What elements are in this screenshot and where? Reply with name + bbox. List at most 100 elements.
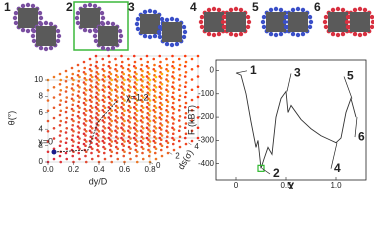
- cloud-point: [123, 150, 126, 154]
- cloud-point: [147, 66, 150, 70]
- cloud-point: [121, 138, 125, 142]
- cloud-point: [128, 141, 132, 145]
- ligand: [323, 14, 329, 20]
- ligand: [216, 7, 222, 13]
- cloud-point: [110, 88, 114, 92]
- cloud-point: [139, 67, 143, 71]
- cloud-point: [154, 126, 158, 130]
- cloud-point: [82, 132, 86, 136]
- cloud-point: [147, 107, 150, 111]
- cloud-point: [88, 98, 92, 102]
- ligand: [220, 19, 226, 25]
- cloud-point: [158, 105, 162, 109]
- cloud-point: [84, 123, 87, 127]
- cloud-point: [148, 129, 152, 133]
- cloud-point: [71, 134, 75, 137]
- cloud-point: [59, 109, 63, 113]
- cloud-point: [190, 78, 194, 81]
- cloud-point: [129, 157, 132, 161]
- cloud-point: [153, 151, 157, 155]
- ligand: [174, 17, 180, 23]
- cloud-point: [59, 99, 63, 102]
- cloud-point: [116, 116, 120, 120]
- cloud-point: [71, 113, 75, 117]
- cloud-point: [159, 76, 163, 80]
- cloud-point: [120, 105, 123, 109]
- ligand: [290, 7, 296, 13]
- ligand: [206, 31, 212, 37]
- cloud-point: [178, 84, 182, 87]
- ligand: [20, 3, 26, 9]
- ligand: [13, 10, 19, 16]
- cloud-point: [102, 125, 105, 128]
- cloud-point: [96, 123, 100, 127]
- cloud-point: [71, 144, 75, 148]
- cloud-point: [190, 67, 194, 71]
- z-tick-label: 4: [194, 142, 199, 151]
- cloud-point: [159, 60, 162, 64]
- cloud-point: [165, 73, 169, 77]
- cloud-point: [52, 157, 56, 161]
- minimum-marker: [257, 164, 265, 172]
- cloud-point: [172, 128, 176, 131]
- cloud-point: [120, 111, 124, 115]
- cloud-point: [58, 72, 62, 76]
- cloud-point: [127, 94, 131, 98]
- ligand: [340, 31, 346, 37]
- cloud-point: [94, 105, 98, 109]
- cloud-point: [178, 135, 182, 139]
- cloud-point: [115, 69, 119, 73]
- cloud-point: [152, 119, 156, 122]
- ligand: [117, 28, 123, 34]
- annotation: χ=1.2: [126, 92, 149, 102]
- cloud-point: [196, 116, 200, 119]
- ligand: [273, 32, 279, 38]
- ligand: [283, 24, 289, 30]
- cloud-point: [141, 147, 145, 151]
- cloud-point: [129, 137, 132, 140]
- cloud-point: [183, 136, 187, 140]
- cloud-point: [147, 144, 151, 148]
- cloud-point: [90, 75, 94, 79]
- start-point: [51, 149, 57, 155]
- ligand: [164, 17, 170, 23]
- cloud-point: [95, 101, 99, 105]
- cloud-point: [94, 136, 98, 140]
- cloud-point: [95, 111, 99, 115]
- cloud-point: [94, 64, 98, 68]
- cloud-point: [59, 119, 63, 123]
- cloud-point: [84, 72, 87, 76]
- cloud-point: [153, 73, 156, 77]
- cloud-point: [165, 88, 168, 92]
- cloud-point: [160, 134, 164, 137]
- cloud-point: [114, 129, 117, 133]
- x-tick-label: 0.4: [93, 165, 105, 174]
- cloud-point: [126, 139, 130, 143]
- cloud-point: [90, 116, 94, 120]
- cloud-point: [152, 57, 156, 61]
- cloud-point: [90, 79, 93, 83]
- cloud-point: [160, 103, 164, 107]
- cloud-point: [147, 148, 150, 152]
- cloud-point: [97, 99, 101, 102]
- cloud-point: [72, 88, 75, 92]
- cloud-point: [108, 132, 111, 136]
- cloud-point: [58, 103, 62, 107]
- ligand: [13, 20, 19, 26]
- cloud-point: [71, 93, 75, 96]
- cloud-point: [147, 138, 150, 142]
- cloud-point: [83, 66, 87, 70]
- cloud-point: [109, 93, 113, 96]
- ligand: [308, 19, 314, 25]
- cloud-point: [71, 82, 75, 86]
- cloud-point: [78, 96, 81, 99]
- cloud-point: [165, 84, 169, 87]
- z-tick-label: 0: [156, 161, 161, 170]
- cloud-point: [82, 81, 86, 84]
- cloud-point: [96, 103, 100, 107]
- cloud-point: [165, 67, 168, 71]
- cloud-point: [65, 106, 69, 110]
- cloud-point: [64, 131, 68, 134]
- ligand: [344, 19, 350, 25]
- cloud-point: [120, 91, 124, 95]
